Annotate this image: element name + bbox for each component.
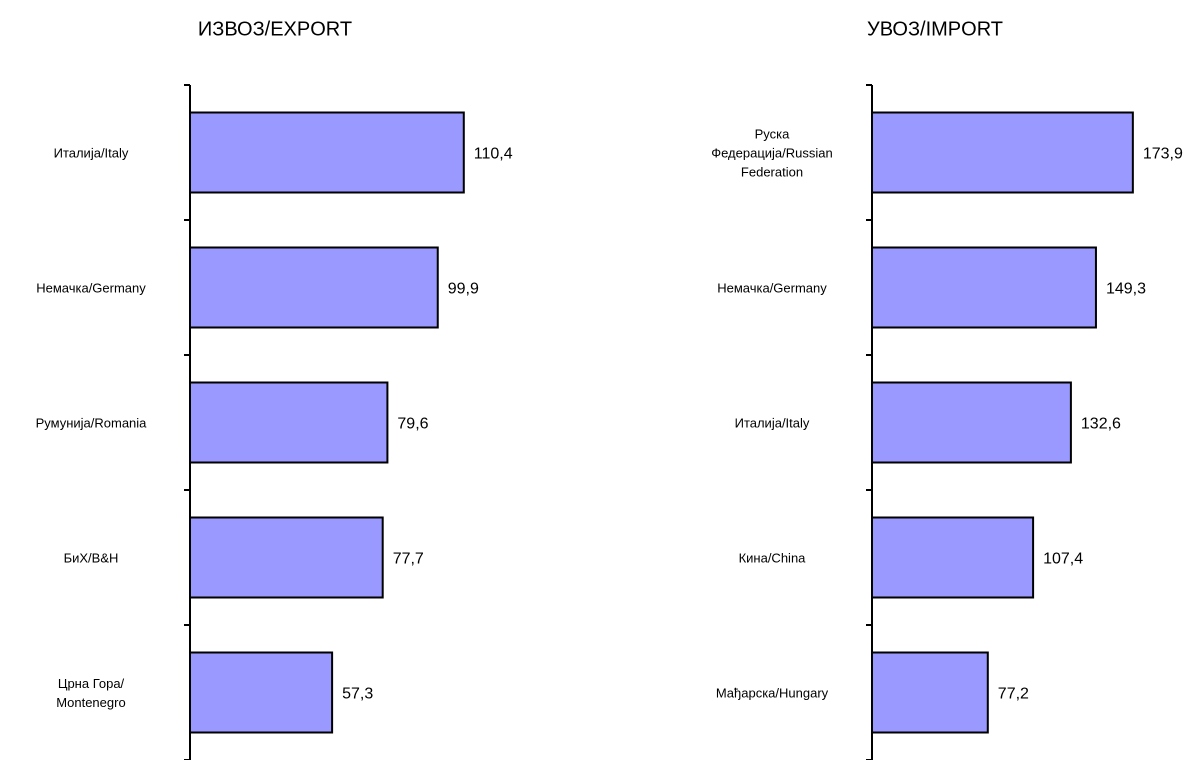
value-label: 110,4 — [474, 146, 513, 163]
value-label: 132,6 — [1081, 416, 1121, 433]
category-label: Румунија/Romania — [35, 415, 147, 430]
category-label: Немачка/Germany — [36, 280, 146, 295]
bar — [871, 516, 1035, 599]
bar — [189, 246, 439, 329]
category-label: Немачка/Germany — [717, 280, 827, 295]
value-label: 99,9 — [448, 281, 479, 298]
bar — [871, 381, 1072, 464]
chart-title: УВОЗ/IMPORT — [867, 18, 1003, 40]
bar — [189, 651, 334, 734]
category-label: Црна Гора/ Montenegro — [56, 675, 126, 710]
chart-title: ИЗВОЗ/EXPORT — [198, 18, 352, 40]
bar — [871, 111, 1134, 194]
value-label: 173,9 — [1143, 146, 1183, 163]
value-label: 79,6 — [397, 416, 428, 433]
value-label: 149,3 — [1106, 281, 1146, 298]
bar — [189, 516, 384, 599]
value-label: 77,7 — [393, 551, 424, 568]
category-label: Италија/Italy — [53, 145, 129, 160]
category-label: Руска Федерација/Russian Federation — [711, 126, 833, 179]
category-label: Кина/China — [738, 550, 806, 565]
value-label: 77,2 — [998, 686, 1029, 703]
bar — [871, 246, 1097, 329]
category-label: Мађарска/Hungary — [715, 685, 829, 700]
bar — [189, 111, 465, 194]
bar — [189, 381, 389, 464]
category-label: Италија/Italy — [734, 415, 810, 430]
value-label: 57,3 — [342, 686, 373, 703]
category-label: БиХ/B&H — [63, 550, 119, 565]
value-label: 107,4 — [1043, 551, 1083, 568]
bar — [871, 651, 989, 734]
